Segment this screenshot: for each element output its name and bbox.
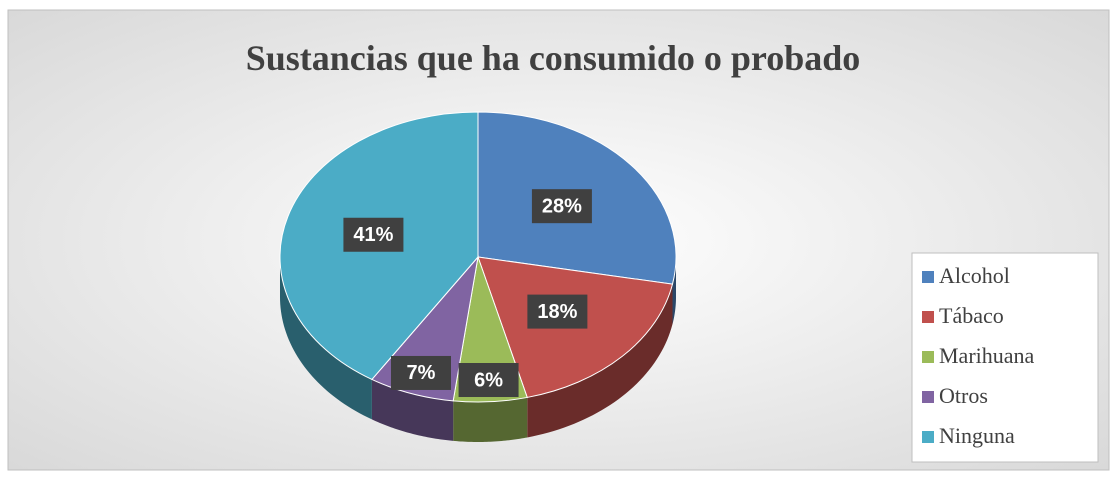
data-label: 18%: [537, 301, 577, 323]
legend-label: Alcohol: [939, 263, 1010, 288]
legend-label: Tábaco: [939, 303, 1004, 328]
data-label-box: [343, 217, 404, 252]
data-label-box: [527, 294, 588, 329]
legend-swatch: [922, 391, 934, 403]
legend-label: Otros: [939, 383, 988, 408]
pie-side: [527, 284, 673, 438]
legend-label: Ninguna: [939, 423, 1015, 448]
legend-swatch: [922, 431, 934, 443]
chart-title: Sustancias que ha consumido o probado: [246, 38, 861, 78]
data-label: 41%: [353, 224, 393, 246]
data-label: 7%: [407, 362, 436, 384]
pie-side: [371, 379, 454, 441]
data-label: 6%: [474, 369, 503, 391]
data-label-box: [458, 363, 519, 398]
data-label-box: [390, 355, 451, 390]
legend: [911, 252, 1099, 463]
legend-label: Marihuana: [939, 343, 1035, 368]
legend-swatch: [922, 351, 934, 363]
pie-side: [453, 397, 528, 442]
data-label: 28%: [542, 195, 582, 217]
pie-side: [280, 257, 372, 420]
legend-swatch: [922, 271, 934, 283]
legend-swatch: [922, 311, 934, 323]
data-label-box: [531, 189, 592, 224]
